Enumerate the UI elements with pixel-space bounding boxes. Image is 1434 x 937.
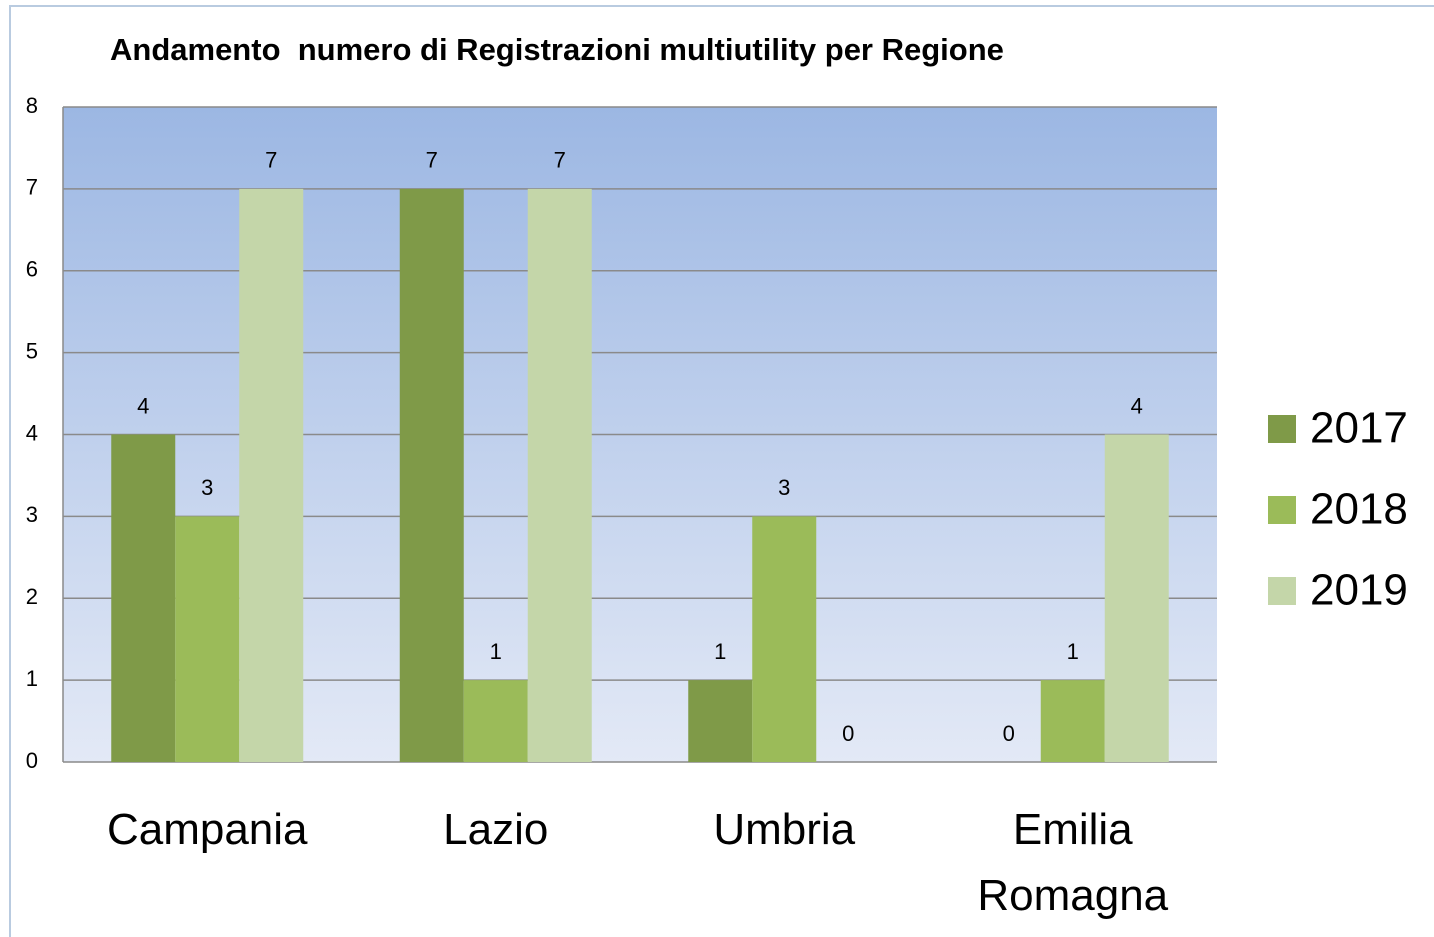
y-tick-label: 6 (26, 257, 38, 282)
y-tick-label: 8 (26, 93, 38, 118)
x-tick-label: Lazio (443, 805, 549, 854)
data-label: 7 (554, 148, 566, 173)
data-label: 3 (201, 475, 213, 500)
bar (527, 188, 592, 762)
bar (752, 516, 817, 762)
bar (111, 434, 176, 762)
legend-label: 2018 (1310, 485, 1408, 534)
data-label: 0 (1003, 721, 1015, 746)
x-tick-label: Umbria (713, 805, 856, 854)
data-label: 7 (426, 148, 438, 173)
chart-title: Andamento numero di Registrazioni multiu… (110, 32, 1004, 67)
data-label: 7 (265, 148, 277, 173)
bar (1104, 434, 1169, 762)
bar (175, 516, 240, 762)
bar (1040, 680, 1105, 762)
data-label: 1 (1067, 639, 1079, 664)
y-tick-label: 4 (26, 420, 38, 445)
y-tick-label: 1 (26, 666, 38, 691)
data-label: 1 (714, 639, 726, 664)
bar (239, 188, 304, 762)
legend-swatch (1268, 415, 1296, 443)
y-tick-label: 5 (26, 338, 38, 363)
legend-label: 2019 (1310, 566, 1408, 615)
y-tick-label: 2 (26, 584, 38, 609)
bar (688, 680, 753, 762)
legend-label: 2017 (1310, 404, 1408, 453)
legend-swatch (1268, 577, 1296, 605)
y-tick-label: 0 (26, 748, 38, 773)
data-label: 4 (1131, 393, 1143, 418)
x-tick-label: Campania (106, 805, 308, 854)
data-label: 4 (137, 393, 149, 418)
frame (9, 5, 1434, 937)
data-label: 3 (778, 475, 790, 500)
legend-swatch (1268, 496, 1296, 524)
bar (399, 188, 464, 762)
x-tick-label: Emilia Romagna (977, 805, 1169, 920)
bar (463, 680, 528, 762)
y-tick-label: 3 (26, 502, 38, 527)
data-label: 1 (490, 639, 502, 664)
y-tick-label: 7 (26, 175, 38, 200)
data-label: 0 (842, 721, 854, 746)
